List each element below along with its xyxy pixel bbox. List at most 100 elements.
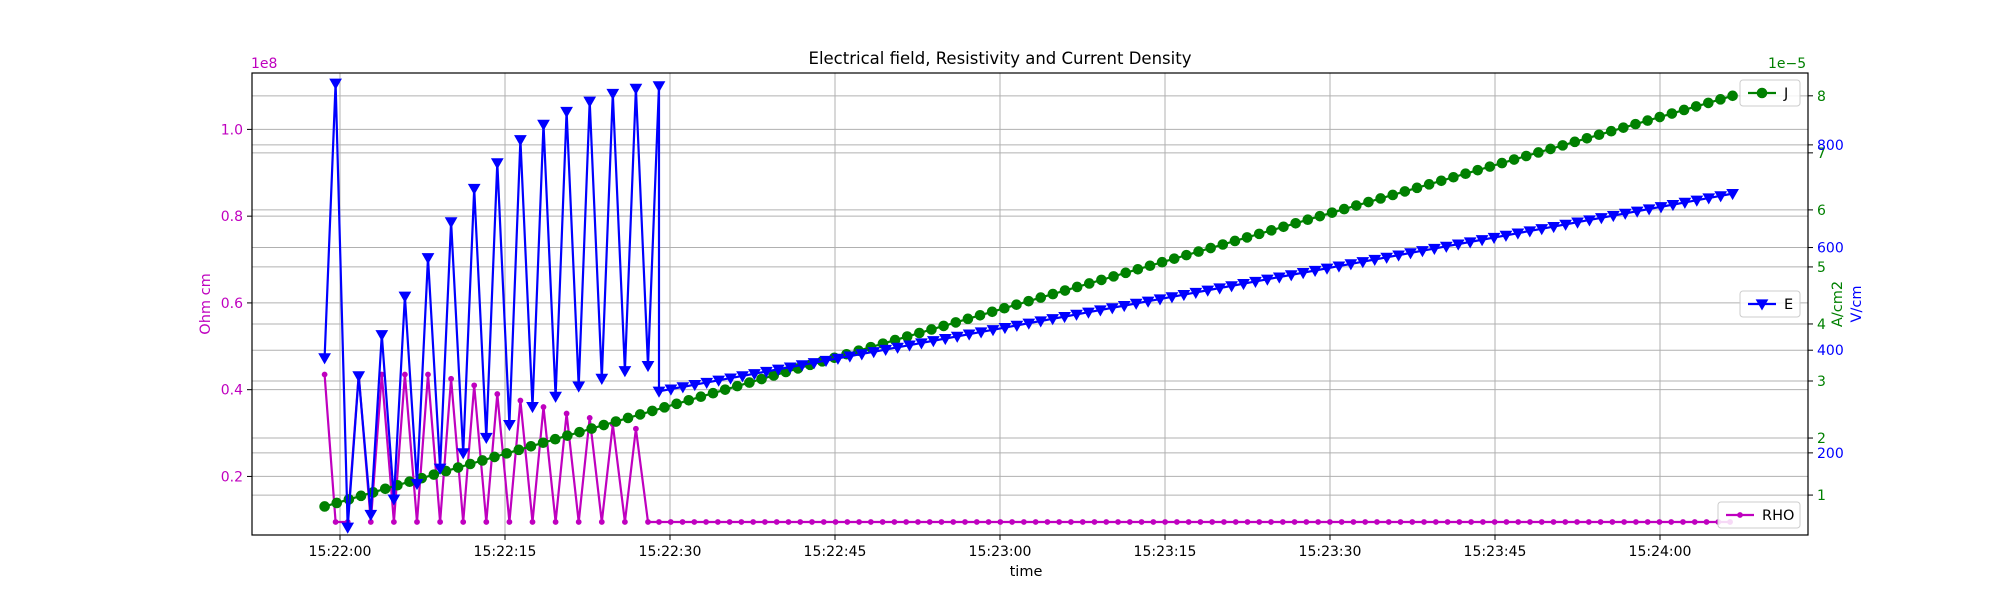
series-e-point [364, 509, 378, 521]
series-e-point [1022, 318, 1036, 330]
series-j-point [647, 405, 658, 417]
series-j-point [901, 331, 913, 342]
series-rho-point [1656, 519, 1663, 525]
series-rho-point [1374, 519, 1380, 525]
ticks: 15:22:00 15:22:15 15:22:30 15:22:45 15:23:00… [221, 89, 1844, 560]
series-rho-point [448, 375, 455, 382]
series-j-point [1605, 125, 1617, 137]
series-e-point [490, 158, 504, 170]
series-rho-point [750, 519, 757, 525]
series-rho-point [622, 519, 628, 525]
series-e-point [1368, 254, 1382, 267]
series-j-point [1727, 90, 1738, 102]
series-e-point [1165, 292, 1179, 304]
series-e-point [1201, 285, 1215, 297]
series-j-point [428, 469, 440, 480]
series-j-point [1557, 140, 1568, 151]
j-tick-label: 4 [1817, 317, 1826, 333]
series-rho-point [586, 414, 593, 421]
series-j-point [1144, 260, 1156, 272]
series-e-point [1571, 217, 1584, 229]
series-e-point [783, 362, 797, 374]
series-rho-point [797, 519, 804, 525]
series-e-point [1642, 204, 1656, 216]
series-j-point [974, 310, 986, 321]
j-tick-label: 5 [1817, 260, 1826, 276]
series-e-point [1070, 309, 1083, 321]
series-e-point [595, 373, 609, 385]
series-rho-point [1315, 519, 1322, 525]
series-e-point [387, 494, 401, 506]
series-e-point [1595, 213, 1608, 225]
series-e-point [375, 330, 389, 342]
series-j-point [1484, 161, 1496, 172]
series-j-point [379, 483, 391, 495]
chart-title: Electrical field, Resistivity and Curren… [809, 49, 1192, 68]
series-e-point [1702, 193, 1716, 205]
series-e-point [724, 373, 737, 385]
x-tick-label: 15:23:00 [969, 544, 1032, 560]
series-j-point [331, 497, 343, 509]
series-e-point [1308, 265, 1322, 277]
series-j-point [1096, 274, 1107, 286]
series-rho-point [656, 519, 662, 525]
series-rho-point [1468, 519, 1475, 525]
series-j-point [1083, 278, 1095, 289]
j-axis-label: A/cm2 [1830, 281, 1846, 327]
series-e-point [1189, 287, 1203, 299]
j-tick-label: 1 [1817, 488, 1826, 504]
series-j-point [1156, 256, 1168, 268]
series-e-point [1523, 226, 1537, 238]
series-e-point [962, 329, 976, 341]
series-e-point [1451, 239, 1465, 251]
rho-axis-label: Ohm cm [198, 273, 214, 334]
series-e-point [1296, 268, 1310, 280]
series-rho-point [832, 519, 839, 525]
x-tick-label: 15:22:15 [474, 544, 537, 560]
series-rho-point [1385, 519, 1392, 525]
series-e-point [1714, 191, 1728, 203]
series-e-point [1153, 294, 1167, 306]
series-e-point [736, 371, 749, 383]
series-j-point [1059, 285, 1071, 296]
series-rho-point [962, 519, 968, 525]
legend-label: RHO [1762, 508, 1794, 524]
series-e-point [1428, 243, 1441, 256]
series-rho-point [820, 519, 827, 525]
series-rho-point [598, 519, 605, 525]
series-rho-point [856, 519, 862, 525]
series-e-point [572, 381, 586, 393]
series-rho-point [529, 519, 536, 525]
series-rho-point [1221, 519, 1227, 525]
x-tick-label: 15:24:00 [1629, 544, 1692, 560]
series-rho-point [785, 519, 792, 525]
series-e-point [927, 336, 940, 348]
rho-tick-label: 1.0 [221, 122, 243, 138]
series-layer [318, 78, 1739, 534]
series-j-point [731, 380, 743, 392]
rho-tick-label: 0.6 [221, 296, 243, 312]
series-j-point [707, 387, 719, 399]
e-tick-label: 200 [1817, 446, 1844, 462]
series-e-point [503, 420, 516, 432]
series-e-point [1463, 237, 1477, 249]
series-rho-point [809, 519, 815, 525]
series-rho-point [1056, 519, 1063, 525]
series-rho-point [494, 391, 501, 397]
series-j-point [525, 440, 537, 452]
series-j-point [1229, 235, 1241, 247]
series-rho-point [321, 371, 328, 378]
series-j-point [1715, 94, 1726, 105]
series-j-point [1071, 281, 1083, 293]
legend-e: E [1739, 290, 1801, 318]
series-rho-point [844, 519, 851, 525]
series-e-point [700, 377, 714, 389]
series-j-point [501, 448, 512, 459]
series-e-point [903, 340, 916, 352]
series-rho-point [1091, 519, 1098, 525]
series-e-point [606, 88, 620, 101]
series-rho-point [1268, 519, 1274, 525]
series-e-point [748, 369, 761, 381]
series-e-point [1630, 206, 1644, 218]
series-e-point [831, 353, 845, 365]
